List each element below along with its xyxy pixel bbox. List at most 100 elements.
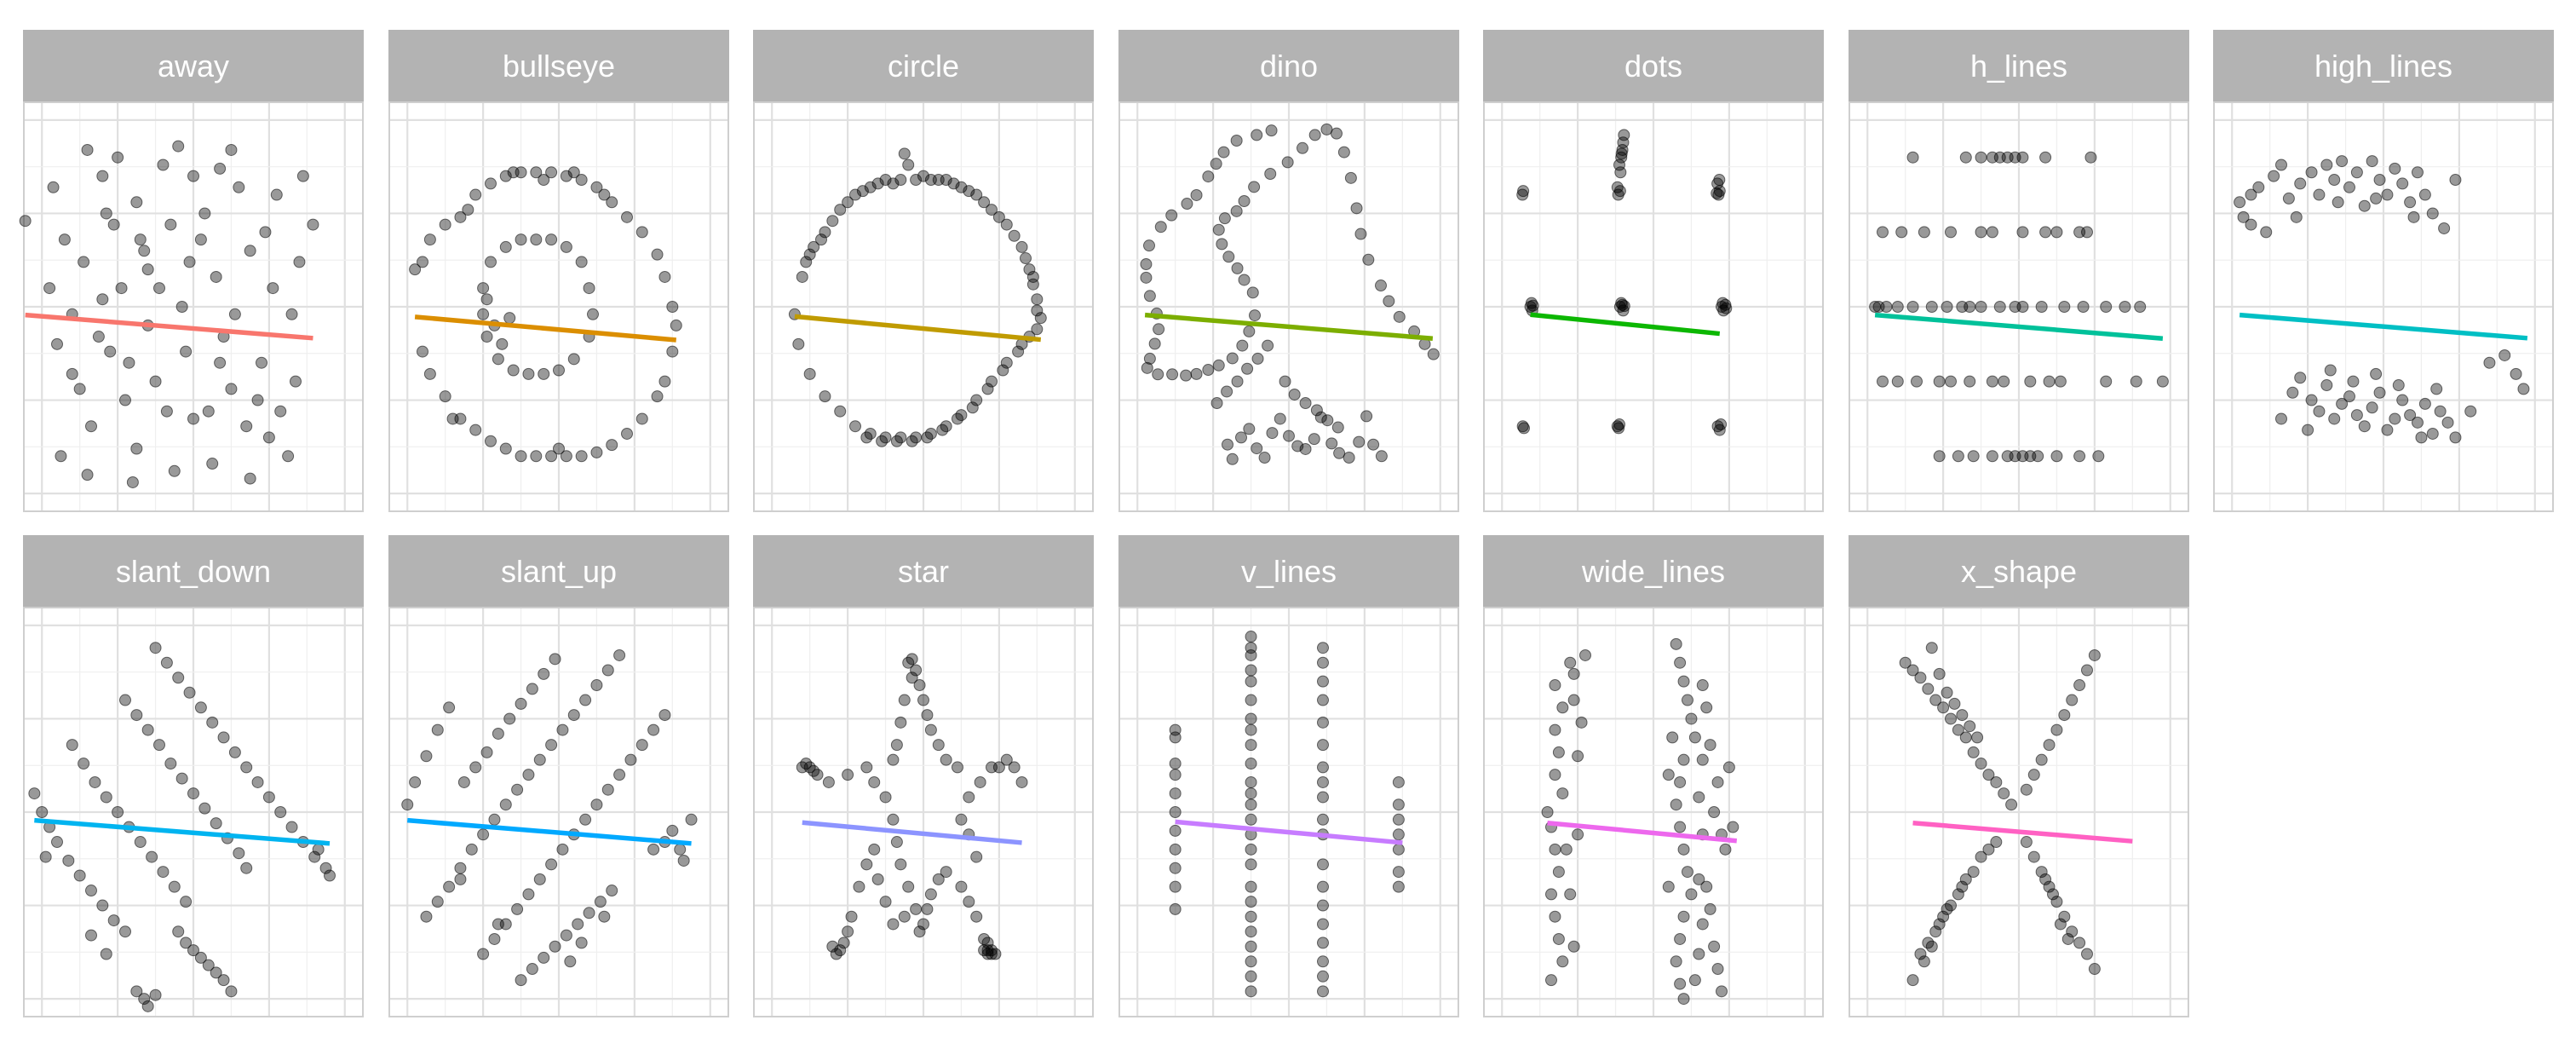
facet-strip-label: dots [1624, 49, 1682, 84]
data-point [792, 337, 805, 350]
data-point [2032, 450, 2044, 463]
data-point [2088, 648, 2101, 661]
data-point [1906, 301, 1919, 313]
data-point [282, 450, 295, 463]
data-point [606, 196, 618, 209]
data-point [670, 319, 682, 331]
data-point [420, 910, 433, 923]
data-point [1674, 775, 1687, 788]
data-point [553, 442, 565, 455]
data-point [1000, 356, 1013, 369]
data-point [1245, 970, 1257, 983]
data-point [420, 750, 433, 763]
data-point [1549, 723, 1561, 736]
data-point [492, 918, 504, 931]
data-point [1998, 375, 2010, 388]
data-point [1516, 420, 1529, 433]
data-point [1937, 910, 1950, 923]
data-point [2054, 918, 2067, 931]
data-point [1567, 940, 1580, 953]
data-point [515, 233, 527, 246]
data-point [1971, 731, 1984, 744]
data-point [1392, 843, 1405, 856]
data-point [1677, 843, 1690, 856]
data-point [1202, 364, 1215, 377]
data-point [81, 469, 94, 481]
data-point [538, 367, 550, 380]
data-point [78, 758, 90, 770]
data-point [545, 166, 558, 179]
facet-strip [1849, 30, 2189, 101]
data-point [175, 772, 188, 785]
data-point [868, 843, 881, 856]
data-point [47, 181, 60, 193]
data-point [1221, 385, 1233, 398]
data-point [583, 907, 595, 919]
data-point [666, 345, 679, 358]
data-point [2234, 196, 2246, 209]
data-point [1945, 226, 1957, 239]
data-point [1266, 427, 1279, 440]
gridlines [23, 607, 364, 1017]
data-point [1169, 806, 1182, 818]
data-point [146, 850, 158, 863]
data-point [1216, 238, 1228, 251]
data-point [262, 431, 275, 444]
data-point [2282, 192, 2295, 205]
data-point [1693, 873, 1705, 885]
data-point [149, 988, 162, 1001]
data-point [1564, 656, 1577, 669]
data-point [921, 709, 934, 722]
data-point [940, 753, 952, 766]
data-point [947, 177, 960, 190]
facet-panel-star: star [753, 535, 1094, 1017]
data-point [1000, 753, 1013, 766]
data-point [1677, 753, 1690, 766]
data-point [1933, 667, 1946, 680]
data-point [172, 671, 185, 684]
data-point [1895, 226, 1908, 239]
trend-line [2239, 312, 2528, 341]
data-point [887, 813, 900, 826]
data-point [1575, 716, 1588, 729]
data-point [635, 739, 648, 752]
data-point [796, 270, 808, 283]
data-point [488, 932, 501, 945]
data-point [1317, 656, 1329, 669]
data-point [1975, 151, 1987, 164]
data-point [515, 697, 527, 710]
data-point [1685, 888, 1698, 901]
data-point [2328, 174, 2341, 187]
facet-panel-x_shape: x_shape [1849, 535, 2189, 1017]
data-point [1141, 361, 1153, 374]
data-point [2035, 301, 2048, 313]
data-point [274, 405, 287, 418]
points [1869, 151, 2169, 463]
data-point [1202, 170, 1215, 183]
data-point [210, 966, 222, 979]
data-point [107, 914, 120, 927]
data-point [2313, 405, 2326, 418]
data-point [485, 177, 497, 190]
data-point [1143, 239, 1155, 252]
panel-border [388, 607, 729, 1017]
data-point [1392, 866, 1405, 879]
data-point [1217, 146, 1230, 159]
data-point [1986, 450, 1998, 463]
data-point [485, 256, 497, 268]
data-point [2043, 375, 2056, 388]
data-point [553, 364, 565, 377]
data-point [126, 476, 139, 488]
data-point [2412, 416, 2424, 429]
points [1516, 129, 1733, 436]
data-point [1299, 442, 1312, 455]
data-point [443, 701, 456, 714]
data-point [1333, 447, 1346, 459]
data-point [898, 910, 911, 923]
data-point [153, 282, 165, 295]
data-point [826, 215, 839, 228]
data-point [1245, 843, 1257, 856]
data-point [2396, 394, 2409, 406]
data-point [141, 723, 154, 736]
data-point [1688, 731, 1701, 744]
